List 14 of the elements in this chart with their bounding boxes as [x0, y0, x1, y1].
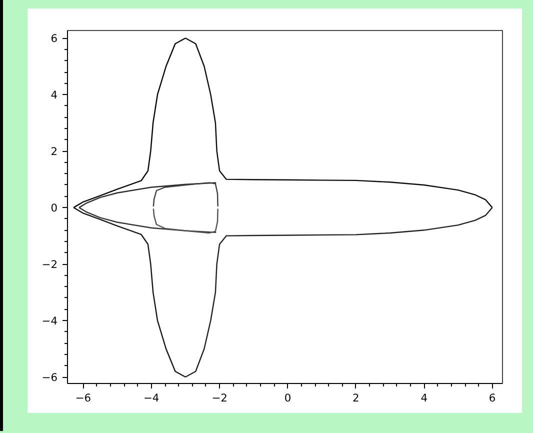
- x-tick-label: 6: [488, 392, 496, 404]
- x-tick-label: 0: [284, 392, 292, 404]
- y-tick-label: 0: [50, 202, 58, 215]
- y-tick-label: 6: [50, 32, 58, 46]
- y-tick-label: −6: [42, 371, 58, 384]
- y-tick-label: 2: [50, 145, 58, 158]
- y-tick-label: 4: [50, 88, 58, 102]
- y-tick-label: −4: [42, 314, 58, 328]
- x-tick-label: 4: [420, 392, 428, 404]
- x-tick-label: 2: [352, 392, 360, 404]
- y-tick-label: −2: [42, 258, 58, 272]
- x-tick-label: −2: [212, 392, 228, 404]
- x-tick-label: −4: [144, 392, 160, 404]
- x-tick-label: −6: [75, 392, 92, 404]
